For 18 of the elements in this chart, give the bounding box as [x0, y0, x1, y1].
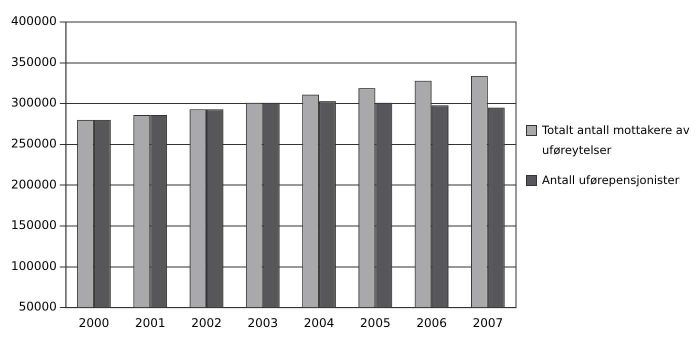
x-tick-label: 2000: [78, 316, 110, 330]
y-tick-label: 300000: [10, 96, 57, 110]
legend-label: Totalt antall mottakere av uføreytelser: [542, 122, 691, 159]
x-tick-label: 2005: [360, 316, 391, 330]
y-tick-label: 100000: [10, 258, 57, 273]
x-tick-label: 2002: [191, 316, 222, 330]
x-tick-label: 2006: [416, 316, 447, 330]
legend-label: Antall uførepensjonister: [542, 172, 680, 189]
y-tick-label: 150000: [10, 218, 57, 232]
x-tick-label: 2001: [134, 316, 166, 330]
x-tick-label: 2004: [304, 316, 334, 330]
y-tick-label: 250000: [10, 136, 57, 151]
x-tick-label: 2007: [472, 316, 504, 330]
y-tick-label: 350000: [10, 54, 57, 69]
y-tick-label: 200000: [10, 177, 57, 192]
x-tick-label: 2003: [247, 316, 278, 330]
y-tick-label: 50000: [18, 300, 57, 314]
y-tick-label: 400000: [10, 14, 57, 28]
